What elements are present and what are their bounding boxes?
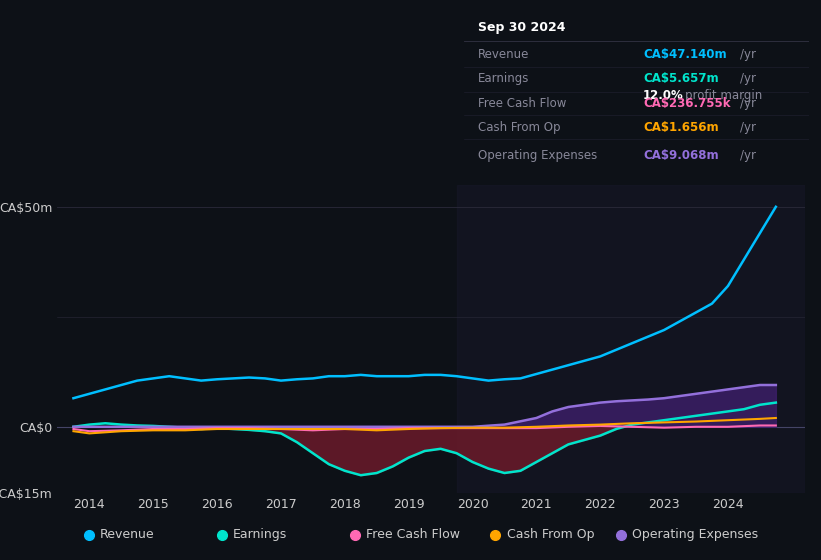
Text: Earnings: Earnings: [478, 72, 529, 85]
Text: /yr: /yr: [740, 97, 755, 110]
Text: Free Cash Flow: Free Cash Flow: [366, 528, 460, 542]
Text: Cash From Op: Cash From Op: [507, 528, 594, 542]
Text: CA$47.140m: CA$47.140m: [643, 48, 727, 60]
Text: Free Cash Flow: Free Cash Flow: [478, 97, 566, 110]
Text: Earnings: Earnings: [233, 528, 287, 542]
Text: 12.0%: 12.0%: [643, 88, 684, 102]
Text: Revenue: Revenue: [100, 528, 155, 542]
Text: CA$5.657m: CA$5.657m: [643, 72, 719, 85]
Bar: [456, 185, 805, 493]
Text: Revenue: Revenue: [478, 48, 529, 60]
Text: /yr: /yr: [740, 72, 755, 85]
Text: profit margin: profit margin: [685, 88, 762, 102]
Text: /yr: /yr: [740, 48, 755, 60]
Text: Sep 30 2024: Sep 30 2024: [478, 21, 565, 34]
Text: CA$236.755k: CA$236.755k: [643, 97, 731, 110]
Text: Operating Expenses: Operating Expenses: [632, 528, 759, 542]
Text: Operating Expenses: Operating Expenses: [478, 149, 597, 162]
Text: CA$1.656m: CA$1.656m: [643, 120, 719, 134]
Text: Cash From Op: Cash From Op: [478, 120, 560, 134]
Text: /yr: /yr: [740, 149, 755, 162]
Text: CA$9.068m: CA$9.068m: [643, 149, 719, 162]
Text: /yr: /yr: [740, 120, 755, 134]
